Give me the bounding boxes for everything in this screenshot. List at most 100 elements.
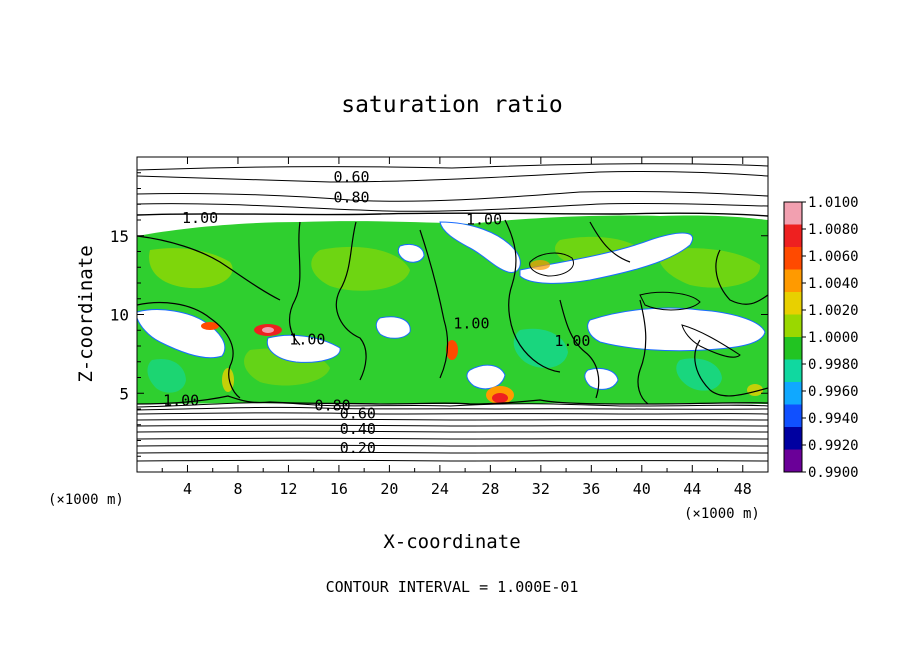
contour-label: 0.20 bbox=[340, 439, 376, 457]
colorbar-swatch bbox=[784, 202, 802, 225]
contour-line bbox=[137, 451, 768, 454]
subsaturated-patch bbox=[147, 358, 186, 393]
contour-line bbox=[137, 235, 281, 301]
contour-line bbox=[681, 324, 741, 358]
contour-line bbox=[137, 412, 768, 415]
contour-line bbox=[137, 459, 768, 462]
colorbar-swatch bbox=[784, 427, 802, 450]
contour-label: 1.00 bbox=[289, 330, 325, 348]
x-tick-label: 12 bbox=[279, 480, 297, 498]
x-tick-label: 32 bbox=[532, 480, 550, 498]
contour-line bbox=[137, 406, 768, 411]
x-axis: 4 8 12 16 20 24 28 32 36 40 44 48 bbox=[161, 157, 752, 498]
colorbar-swatch bbox=[784, 224, 802, 248]
colorbar-swatch bbox=[784, 337, 802, 360]
contour-line bbox=[137, 395, 768, 405]
contour-line bbox=[288, 221, 301, 346]
clear-air-hole bbox=[266, 334, 341, 363]
colorbar-swatch bbox=[784, 314, 802, 338]
x-axis-label: X-coordinate bbox=[383, 531, 520, 553]
colorbar-tick-label: 1.0040 bbox=[808, 276, 859, 292]
contour-line bbox=[137, 430, 768, 433]
contour-label: 0.40 bbox=[340, 420, 376, 438]
footer-note: CONTOUR INTERVAL = 1.000E-01 bbox=[326, 578, 579, 596]
colorbar-swatch bbox=[784, 382, 802, 405]
clear-air-hole bbox=[519, 232, 693, 284]
colorbar-tick-label: 0.9940 bbox=[808, 411, 859, 427]
contour-line bbox=[137, 301, 241, 399]
supersaturation-hotspot bbox=[492, 393, 508, 403]
contour-line bbox=[137, 437, 768, 440]
contour-line bbox=[137, 170, 768, 183]
colorbar-tick-label: 1.0020 bbox=[808, 303, 859, 319]
plot-field: 0.600.801.00 1.001.001.001.001.00 0.800.60… bbox=[137, 157, 768, 472]
colorbar-swatch bbox=[784, 449, 802, 473]
supersaturated-patch bbox=[658, 248, 761, 288]
x-tick-label: 36 bbox=[582, 480, 600, 498]
clear-air-hole bbox=[397, 243, 425, 263]
contour-line bbox=[137, 444, 768, 447]
contour-line bbox=[559, 299, 600, 399]
y-tick-label: 10 bbox=[110, 306, 129, 325]
x-tick-label: 28 bbox=[481, 480, 499, 498]
x-tick-label: 44 bbox=[683, 480, 701, 498]
contour-line bbox=[137, 424, 768, 427]
contour-line bbox=[335, 221, 367, 381]
contour-label: 1.00 bbox=[466, 211, 502, 229]
clear-air-hole bbox=[439, 221, 521, 273]
contour-line bbox=[137, 202, 768, 212]
y-axis-label: Z-coordinate bbox=[75, 245, 97, 382]
supersaturation-hotspot bbox=[262, 327, 274, 333]
y-axis: 5 10 15 bbox=[110, 172, 768, 457]
contour-line bbox=[504, 219, 561, 373]
contour-label: 0.60 bbox=[340, 404, 376, 422]
x-tick-label: 24 bbox=[431, 480, 449, 498]
x-unit-right: (×1000 m) bbox=[684, 506, 760, 522]
contour-line bbox=[137, 418, 768, 421]
colorbar-swatch bbox=[784, 292, 802, 315]
y-tick-label: 15 bbox=[110, 227, 129, 246]
colorbar: 1.0100 1.0080 1.0060 1.0040 1.0020 1.0000 0.99… bbox=[783, 195, 859, 481]
x-tick-label: 16 bbox=[330, 480, 348, 498]
contour-line bbox=[529, 252, 574, 277]
contour-line bbox=[639, 291, 701, 311]
contour-labels: 0.600.801.00 1.001.001.001.001.00 0.800.60… bbox=[163, 168, 590, 457]
colorbar-swatch bbox=[784, 359, 802, 383]
clear-air-hole bbox=[584, 367, 619, 390]
supersaturated-patch bbox=[311, 246, 410, 291]
contour-line bbox=[137, 212, 768, 217]
clear-air-hole bbox=[587, 307, 766, 352]
supersaturated-patch bbox=[149, 248, 233, 289]
chart-title: saturation ratio bbox=[341, 92, 563, 118]
subsaturated-patch bbox=[513, 328, 568, 368]
contour-line bbox=[419, 229, 449, 379]
contour-line bbox=[694, 339, 768, 397]
contour-label: 1.00 bbox=[182, 209, 218, 227]
x-tick-label: 48 bbox=[734, 480, 752, 498]
contour-label: 1.00 bbox=[453, 315, 489, 333]
y-tick-label: 5 bbox=[119, 384, 129, 403]
colorbar-swatch bbox=[784, 404, 802, 428]
x-unit-left: (×1000 m) bbox=[48, 492, 124, 508]
contour-line bbox=[137, 163, 768, 171]
contour-label: 1.00 bbox=[554, 332, 590, 350]
supersaturation-hotspot bbox=[446, 340, 458, 360]
x-tick-label: 20 bbox=[380, 480, 398, 498]
colorbar-tick-label: 0.9900 bbox=[808, 465, 859, 481]
contour-line bbox=[637, 299, 649, 405]
colorbar-tick-label: 1.0080 bbox=[808, 222, 859, 238]
contour-label: 1.00 bbox=[163, 392, 199, 410]
contour-line bbox=[137, 190, 768, 202]
clear-air-hole bbox=[137, 309, 226, 359]
contour-label: 0.80 bbox=[333, 189, 369, 207]
supersaturation-hotspot bbox=[201, 322, 219, 330]
colorbar-tick-label: 0.9960 bbox=[808, 384, 859, 400]
contour-line bbox=[137, 402, 768, 408]
colorbar-tick-label: 0.9920 bbox=[808, 438, 859, 454]
clear-air-hole bbox=[375, 316, 411, 339]
x-tick-label: 4 bbox=[183, 480, 192, 498]
contour-line bbox=[589, 221, 631, 263]
x-tick-label: 40 bbox=[633, 480, 651, 498]
supersaturation-hotspot bbox=[530, 260, 550, 270]
